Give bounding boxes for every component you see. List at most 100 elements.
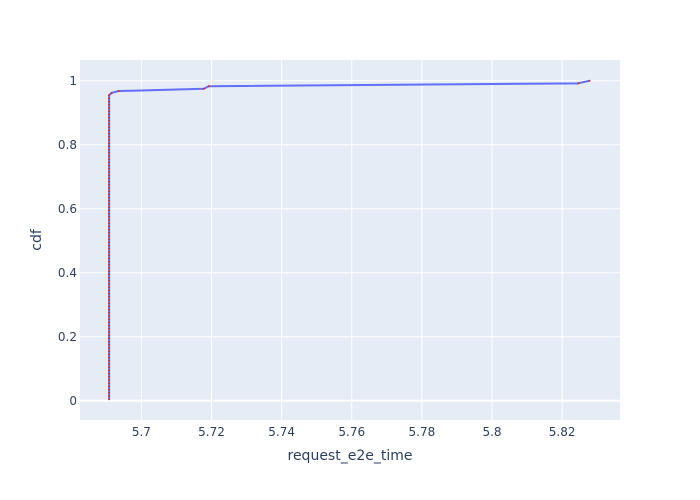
cdf-point bbox=[108, 305, 111, 308]
cdf-point bbox=[108, 167, 111, 170]
cdf-point bbox=[108, 180, 111, 183]
cdf-point bbox=[108, 174, 111, 177]
cdf-point bbox=[108, 215, 111, 218]
cdf-point bbox=[108, 372, 111, 375]
cdf-point bbox=[108, 302, 111, 305]
cdf-point bbox=[108, 135, 111, 138]
cdf-point bbox=[108, 126, 111, 129]
cdf-point bbox=[108, 110, 111, 113]
cdf-point bbox=[108, 375, 111, 378]
cdf-point bbox=[108, 283, 111, 285]
cdf-point bbox=[108, 334, 111, 337]
cdf-point bbox=[108, 263, 111, 266]
cdf-point bbox=[108, 145, 111, 148]
cdf-point bbox=[108, 382, 111, 385]
grid-lines bbox=[80, 60, 620, 420]
cdf-point bbox=[108, 254, 111, 257]
cdf-point bbox=[108, 247, 111, 250]
cdf-point bbox=[108, 347, 111, 349]
cdf-point bbox=[108, 164, 111, 167]
cdf-point bbox=[108, 196, 111, 199]
cdf-point bbox=[108, 289, 111, 292]
cdf-point bbox=[108, 209, 111, 212]
cdf-point bbox=[108, 295, 111, 298]
cdf-point bbox=[108, 299, 111, 301]
cdf-point bbox=[108, 132, 111, 135]
cdf-point bbox=[108, 369, 111, 372]
cdf-point bbox=[108, 315, 111, 317]
cdf-point bbox=[108, 241, 111, 244]
cdf-point bbox=[117, 90, 120, 93]
cdf-point bbox=[108, 100, 111, 103]
cdf-point bbox=[108, 206, 111, 209]
cdf-point bbox=[108, 353, 111, 356]
cdf-point bbox=[108, 257, 111, 260]
cdf-point bbox=[108, 279, 111, 282]
cdf-point bbox=[108, 395, 111, 397]
y-axis-title: cdf bbox=[29, 228, 45, 251]
cdf-point bbox=[108, 292, 111, 295]
cdf-point bbox=[108, 318, 111, 321]
cdf-point bbox=[108, 103, 111, 106]
cdf-point bbox=[108, 260, 111, 263]
cdf-point bbox=[108, 340, 111, 343]
cdf-point bbox=[576, 82, 579, 85]
x-tick-label: 5.78 bbox=[409, 425, 436, 439]
cdf-point bbox=[108, 187, 111, 189]
cdf-point bbox=[108, 148, 111, 151]
cdf-point bbox=[108, 142, 111, 145]
cdf-point bbox=[110, 91, 113, 94]
cdf-point bbox=[108, 235, 111, 237]
x-tick-label: 5.74 bbox=[268, 425, 295, 439]
cdf-point bbox=[108, 363, 111, 365]
cdf-point bbox=[108, 327, 111, 330]
cdf-point bbox=[108, 391, 111, 394]
cdf-point bbox=[108, 190, 111, 193]
cdf-point bbox=[108, 267, 111, 269]
cdf-point bbox=[108, 219, 111, 221]
cdf-point bbox=[108, 311, 111, 314]
cdf-point bbox=[108, 129, 111, 132]
cdf-point bbox=[108, 97, 111, 100]
cdf-point bbox=[108, 276, 111, 279]
x-tick-label: 5.7 bbox=[132, 425, 151, 439]
cdf-point bbox=[108, 398, 111, 401]
x-tick-label: 5.76 bbox=[338, 425, 365, 439]
x-tick-label: 5.8 bbox=[482, 425, 501, 439]
cdf-point bbox=[108, 286, 111, 289]
cdf-point bbox=[108, 116, 111, 119]
cdf-point bbox=[108, 238, 111, 241]
cdf-point bbox=[108, 158, 111, 161]
x-tick-labels: 5.7 5.72 5.74 5.76 5.78 5.8 5.82 bbox=[132, 425, 576, 439]
cdf-point bbox=[108, 388, 111, 391]
cdf-point bbox=[108, 324, 111, 327]
cdf-point bbox=[108, 308, 111, 311]
cdf-point bbox=[108, 356, 111, 359]
y-tick-label: 1 bbox=[69, 74, 77, 88]
cdf-point bbox=[108, 94, 111, 97]
x-tick-label: 5.72 bbox=[198, 425, 225, 439]
cdf-point bbox=[108, 343, 111, 346]
cdf-point bbox=[108, 366, 111, 369]
cdf-point bbox=[108, 321, 111, 324]
cdf-point bbox=[108, 379, 111, 381]
cdf-point bbox=[108, 350, 111, 353]
x-tick-label: 5.82 bbox=[549, 425, 576, 439]
cdf-markers bbox=[108, 79, 591, 401]
cdf-point bbox=[108, 183, 111, 186]
y-tick-label: 0.8 bbox=[58, 138, 77, 152]
cdf-point bbox=[108, 331, 111, 333]
cdf-point bbox=[108, 199, 111, 202]
y-tick-label: 0.6 bbox=[58, 202, 77, 216]
cdf-point bbox=[108, 359, 111, 362]
plot-area bbox=[80, 60, 620, 420]
cdf-point bbox=[108, 244, 111, 247]
cdf-point bbox=[108, 231, 111, 234]
cdf-point bbox=[108, 251, 111, 253]
cdf-point bbox=[108, 155, 111, 157]
cdf-point bbox=[108, 171, 111, 173]
cdf-point bbox=[108, 203, 111, 205]
cdf-point bbox=[108, 337, 111, 340]
cdf-point bbox=[207, 85, 210, 88]
cdf-point bbox=[108, 107, 111, 109]
